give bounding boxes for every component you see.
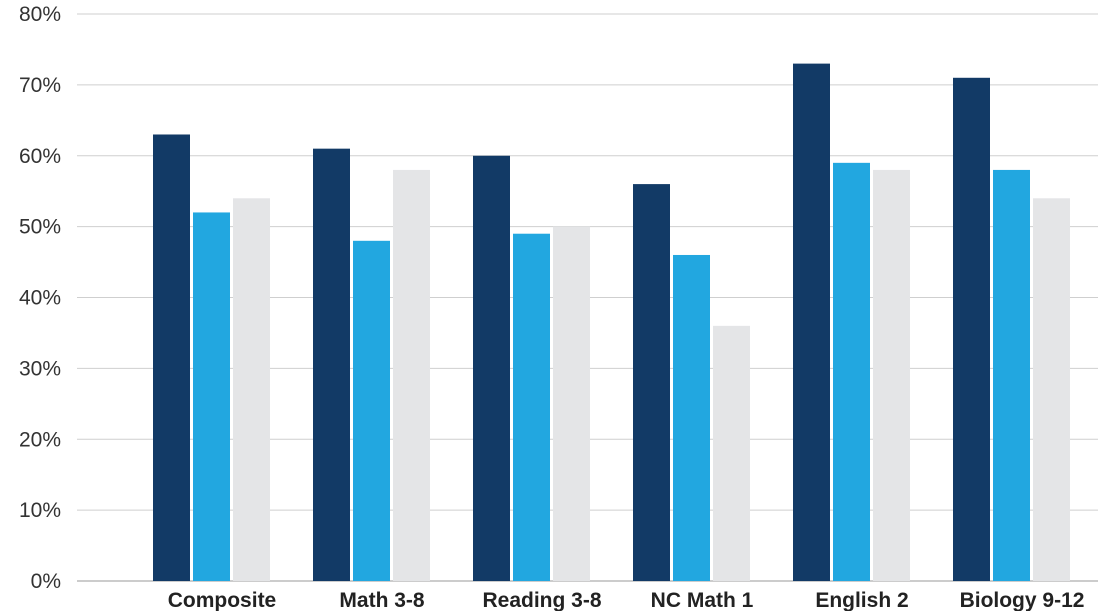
y-axis-ticks: 0% 10% 20% 30% 40% 50% 60% 70% 80% xyxy=(19,3,61,593)
x-axis-categories: Composite Math 3-8 Reading 3-8 NC Math 1 Eng… xyxy=(168,589,1085,611)
y-tick-label: 30% xyxy=(19,357,61,380)
bar-english-2-series-3 xyxy=(873,169,910,582)
bar-composite-series-2 xyxy=(193,212,230,581)
y-tick-label: 70% xyxy=(19,74,61,97)
y-tick-label: 0% xyxy=(31,570,61,593)
bar-math-3-8-series-1 xyxy=(313,148,350,581)
bars-layer xyxy=(153,63,1070,582)
bar-math-3-8-series-2 xyxy=(353,240,390,582)
bar-composite-series-3 xyxy=(233,198,270,581)
bar-english-2-series-1 xyxy=(793,63,830,582)
bar-math-3-8-series-3 xyxy=(393,169,430,582)
bar-composite-series-1 xyxy=(153,134,190,582)
x-category-label: Biology 9-12 xyxy=(960,589,1085,611)
bar-english-2-series-2 xyxy=(833,162,870,581)
y-tick-label: 10% xyxy=(19,499,61,522)
y-tick-label: 40% xyxy=(19,287,61,310)
x-category-label: Composite xyxy=(168,589,277,611)
bar-biology-9-12-series-2 xyxy=(993,169,1030,582)
y-tick-label: 50% xyxy=(19,216,61,239)
bar-nc-math-1-series-2 xyxy=(673,254,710,581)
bar-nc-math-1-series-1 xyxy=(633,184,670,581)
x-category-label: Math 3-8 xyxy=(339,589,425,611)
y-tick-label: 20% xyxy=(19,428,61,451)
bar-biology-9-12-series-1 xyxy=(953,77,990,581)
bar-biology-9-12-series-3 xyxy=(1033,198,1070,581)
y-tick-label: 80% xyxy=(19,3,61,26)
x-category-label: NC Math 1 xyxy=(651,589,754,611)
bar-reading-3-8-series-1 xyxy=(473,155,510,581)
x-category-label: English 2 xyxy=(815,589,908,611)
x-category-label: Reading 3-8 xyxy=(482,589,601,611)
y-tick-label: 60% xyxy=(19,145,61,168)
bar-reading-3-8-series-3 xyxy=(553,226,590,581)
bar-reading-3-8-series-2 xyxy=(513,233,550,581)
bar-nc-math-1-series-3 xyxy=(713,325,750,581)
